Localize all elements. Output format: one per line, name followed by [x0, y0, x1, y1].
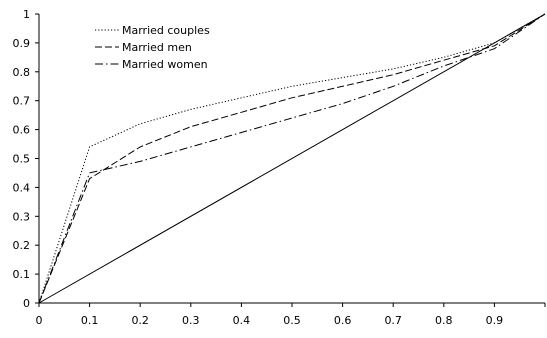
x-tick-label: 0.6	[334, 314, 352, 327]
x-tick-label: 0.3	[182, 314, 200, 327]
y-tick-label: 1	[23, 8, 30, 21]
x-tick-label: 0.4	[233, 314, 251, 327]
y-tick-label: 0.3	[13, 210, 31, 223]
y-tick-label: 0	[23, 297, 30, 310]
x-axis-ticks: 0 0.1 0.2 0.3 0.4 0.5 0.6 0.7 0.8 0.9	[36, 303, 546, 327]
series-line-married-couples	[38, 13, 546, 304]
x-tick-label: 0.2	[131, 314, 149, 327]
y-tick-label: 0.2	[13, 239, 31, 252]
y-axis-ticks: 0 0.1 0.2 0.3 0.4 0.5 0.6 0.7 0.8 0.9 1	[13, 8, 39, 310]
y-tick-label: 0.9	[13, 37, 31, 50]
x-tick-label: 0.5	[283, 314, 301, 327]
x-tick-label: 0.8	[435, 314, 453, 327]
y-tick-label: 0.4	[13, 181, 31, 194]
legend-label: Married couples	[122, 24, 210, 37]
equality-line	[38, 13, 546, 304]
series-line-married-men	[38, 13, 546, 304]
x-tick-label: 0.1	[81, 314, 99, 327]
series-lines	[38, 13, 546, 304]
legend-label: Married women	[122, 58, 208, 71]
x-tick-label: 0.9	[486, 314, 504, 327]
y-tick-label: 0.7	[13, 95, 31, 108]
y-tick-label: 0.6	[13, 124, 31, 137]
legend: Married couples Married men Married women	[95, 24, 210, 71]
y-tick-label: 0.5	[13, 153, 31, 166]
series-line-married-women	[38, 13, 546, 304]
legend-label: Married men	[122, 41, 192, 54]
y-tick-label: 0.1	[13, 268, 31, 281]
x-tick-label: 0.7	[384, 314, 402, 327]
y-tick-label: 0.8	[13, 66, 31, 79]
x-tick-label: 0	[36, 314, 43, 327]
